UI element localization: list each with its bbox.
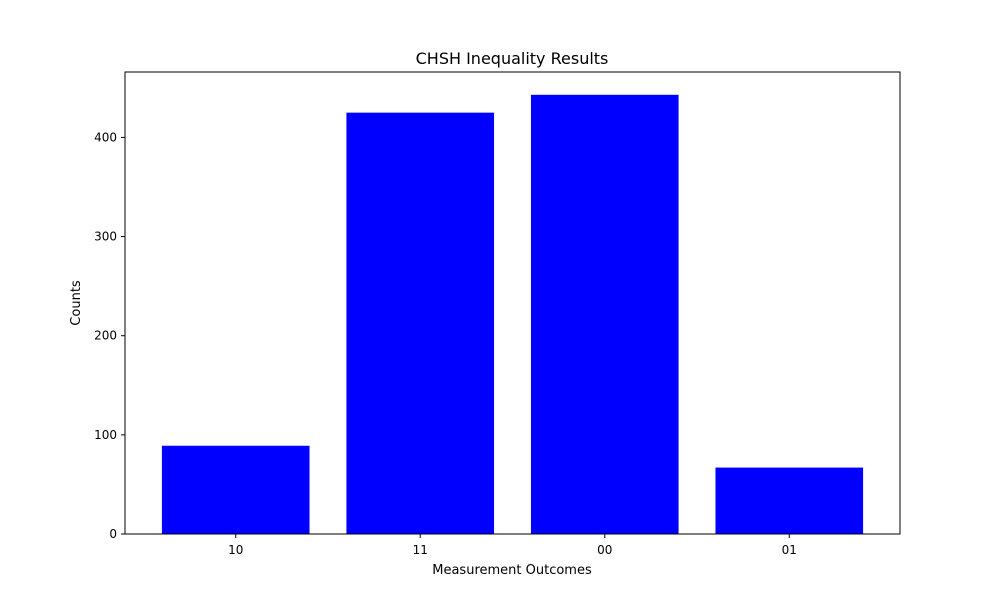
bar-00 (530, 94, 679, 534)
y-tick-label: 100 (94, 428, 117, 442)
bars-layer (161, 94, 864, 534)
x-axis-label: Measurement Outcomes (432, 563, 592, 578)
chart-title: CHSH Inequality Results (416, 49, 609, 68)
bar-11 (346, 112, 495, 534)
bar-01 (715, 467, 864, 534)
bar-10 (161, 445, 310, 534)
y-tick-label: 300 (94, 230, 117, 244)
x-tick-label: 10 (228, 543, 243, 557)
x-tick-label: 01 (782, 543, 797, 557)
y-tick-label: 0 (109, 527, 117, 541)
x-tick-label: 00 (597, 543, 612, 557)
x-tick-label: 11 (413, 543, 428, 557)
y-tick-label: 400 (94, 130, 117, 144)
ticks-layer: 10 11 00 01 0 100 200 300 400 (94, 130, 797, 557)
y-axis-label: Counts (69, 280, 84, 326)
plot-frame (124, 71, 901, 535)
y-tick-label: 200 (94, 329, 117, 343)
